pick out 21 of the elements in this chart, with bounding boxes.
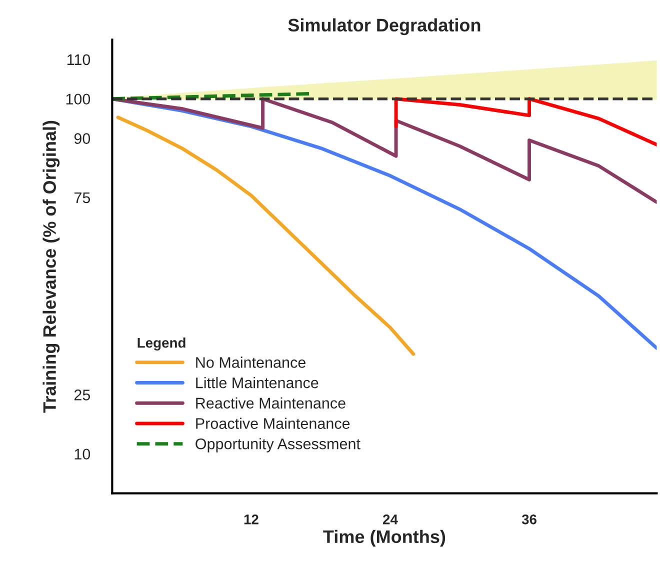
legend-label: No Maintenance	[196, 356, 306, 368]
line-series	[116, 116, 416, 356]
y-axis-title: Training Relevance (% of Original)	[42, 120, 60, 413]
x-tick-label: 12	[244, 514, 258, 524]
line-series	[394, 97, 657, 146]
legend-label: Opportunity Assessment	[196, 438, 360, 452]
y-tick-label: 75	[74, 192, 90, 204]
legend-label: Little Maintenance	[196, 377, 318, 388]
y-tick-label: 25	[74, 390, 90, 400]
y-tick-label: 90	[74, 133, 90, 144]
legend-label: Reactive Maintenance	[196, 397, 346, 409]
x-tick-label: 24	[383, 514, 398, 524]
y-tick-label: 100	[66, 94, 90, 105]
legend-label: Proactive Maintenance	[196, 418, 350, 429]
legend-title: Legend	[138, 338, 186, 351]
y-tick-label: 10	[74, 448, 90, 460]
line-series	[112, 97, 657, 204]
x-tick-label: 36	[522, 514, 536, 524]
chart-title: Simulator Degradation	[288, 18, 480, 36]
y-tick-label: 110	[67, 54, 90, 66]
x-axis-title: Time (Months)	[323, 530, 446, 547]
